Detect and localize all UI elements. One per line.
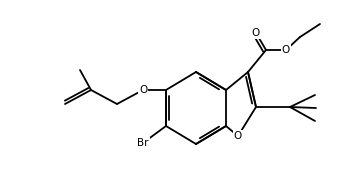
Text: Br: Br bbox=[137, 138, 149, 148]
Text: O: O bbox=[282, 45, 290, 55]
Text: O: O bbox=[252, 28, 260, 38]
Text: O: O bbox=[139, 85, 147, 95]
Text: O: O bbox=[234, 131, 242, 141]
